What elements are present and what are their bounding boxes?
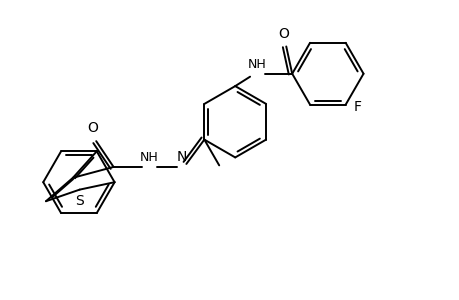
- Text: O: O: [278, 26, 289, 40]
- Text: O: O: [87, 121, 97, 135]
- Text: NH: NH: [247, 58, 266, 71]
- Text: F: F: [353, 100, 360, 114]
- Text: NH: NH: [140, 152, 158, 164]
- Text: N: N: [176, 150, 186, 164]
- Text: S: S: [75, 194, 84, 208]
